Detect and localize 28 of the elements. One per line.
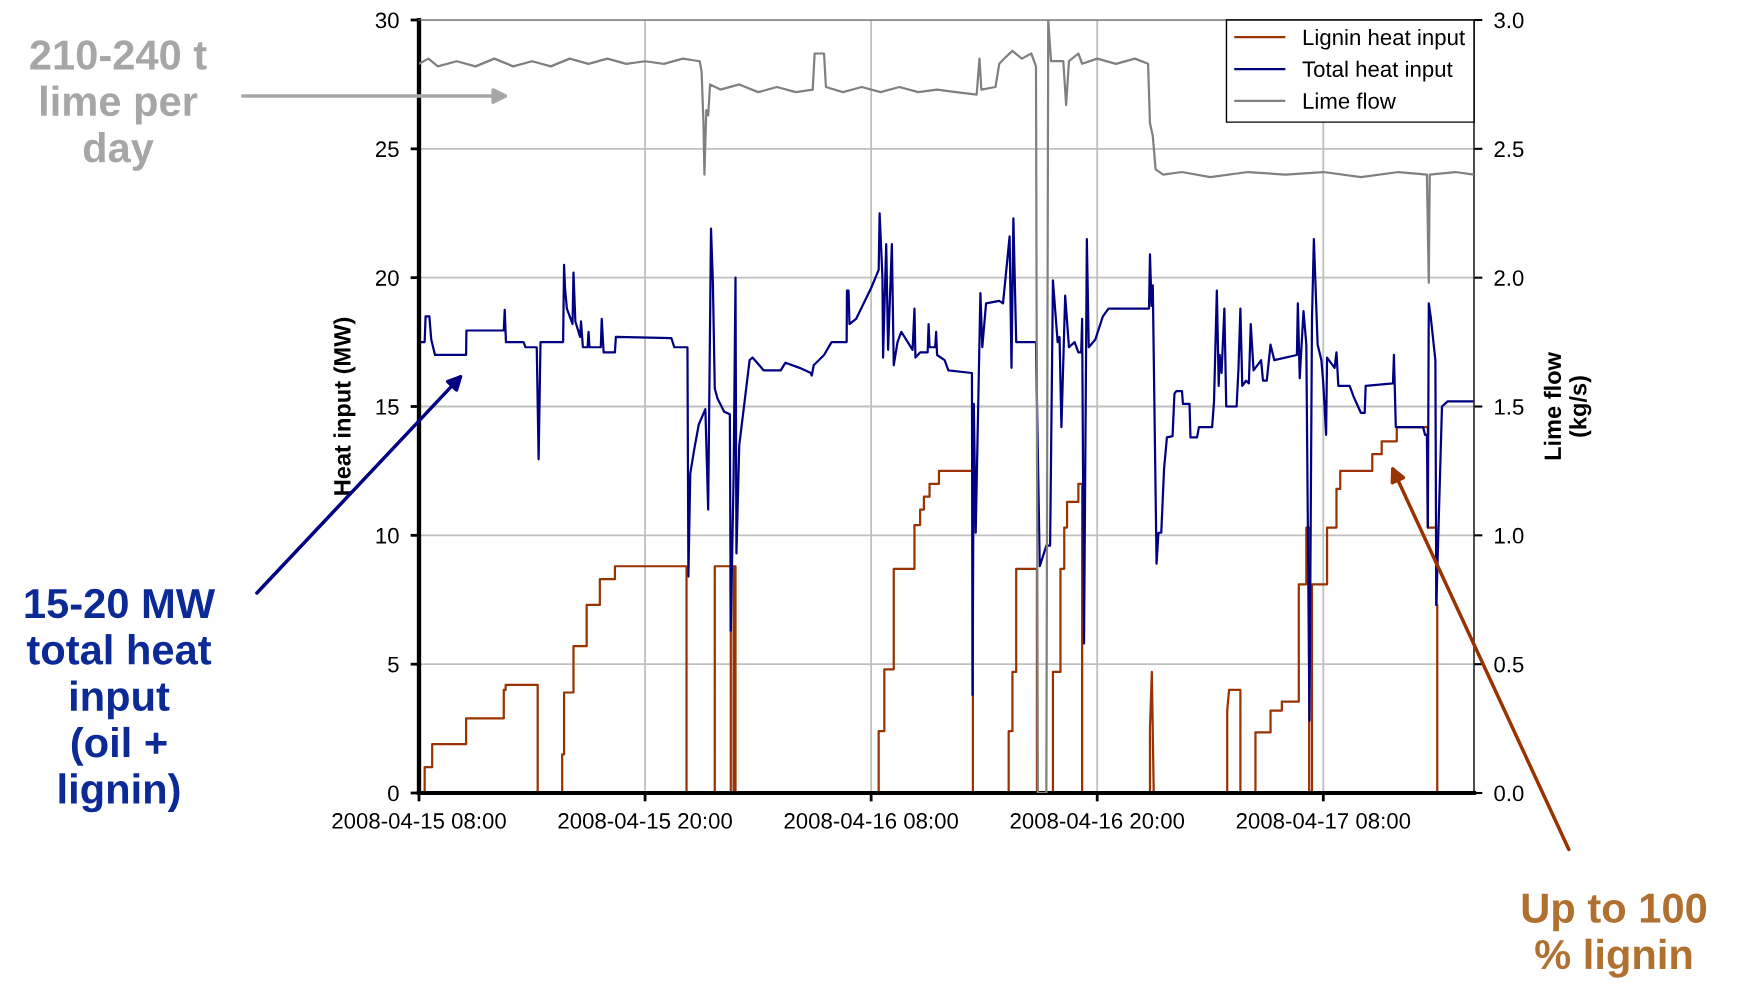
legend-label: Lime flow	[1303, 92, 1396, 109]
text: Up to 100 % lignin	[1522, 893, 1707, 978]
x-tick-label: 2008-04-15 08:00	[332, 813, 506, 829]
y-tick-label: 25	[375, 141, 399, 158]
line-series	[419, 212, 1474, 722]
x-tick-label: 2008-04-17 08:00	[1236, 813, 1411, 829]
x-tick-label: 2008-04-15 20:00	[558, 813, 732, 829]
y-tick-label: 0	[388, 785, 399, 802]
y-tick-label: 30	[375, 12, 399, 29]
y-tick-label: 15	[376, 399, 399, 415]
y2-tick-label: 1.5	[1495, 399, 1524, 415]
y-tick-label: 20	[375, 270, 399, 286]
y2-axis-title: Lime flow (kg/s)	[1543, 352, 1592, 460]
y-tick-label: 5	[388, 656, 399, 673]
y2-tick-label: 0.5	[1494, 656, 1524, 673]
y2-tick-label: 3.0	[1494, 12, 1524, 29]
legend-label: Total heat input	[1302, 60, 1453, 82]
y2-tick-label: 1.0	[1495, 527, 1524, 544]
y2-tick-label: 2.0	[1494, 270, 1524, 286]
y2-tick-label: 0.0	[1494, 785, 1524, 802]
legend-label: Lignin heat input	[1303, 28, 1465, 50]
x-tick-label: 2008-04-16 08:00	[784, 813, 959, 829]
y-tick-label: 10	[376, 527, 399, 544]
text: 210-240 t lime per day	[30, 40, 207, 171]
x-tick-label: 2008-04-16 20:00	[1010, 813, 1185, 829]
y-axis-title: Heat input (MW)	[333, 317, 356, 495]
text: 15-20 MW total heat input (oil + lignin)	[25, 588, 216, 813]
y2-tick-label: 2.5	[1494, 141, 1524, 158]
